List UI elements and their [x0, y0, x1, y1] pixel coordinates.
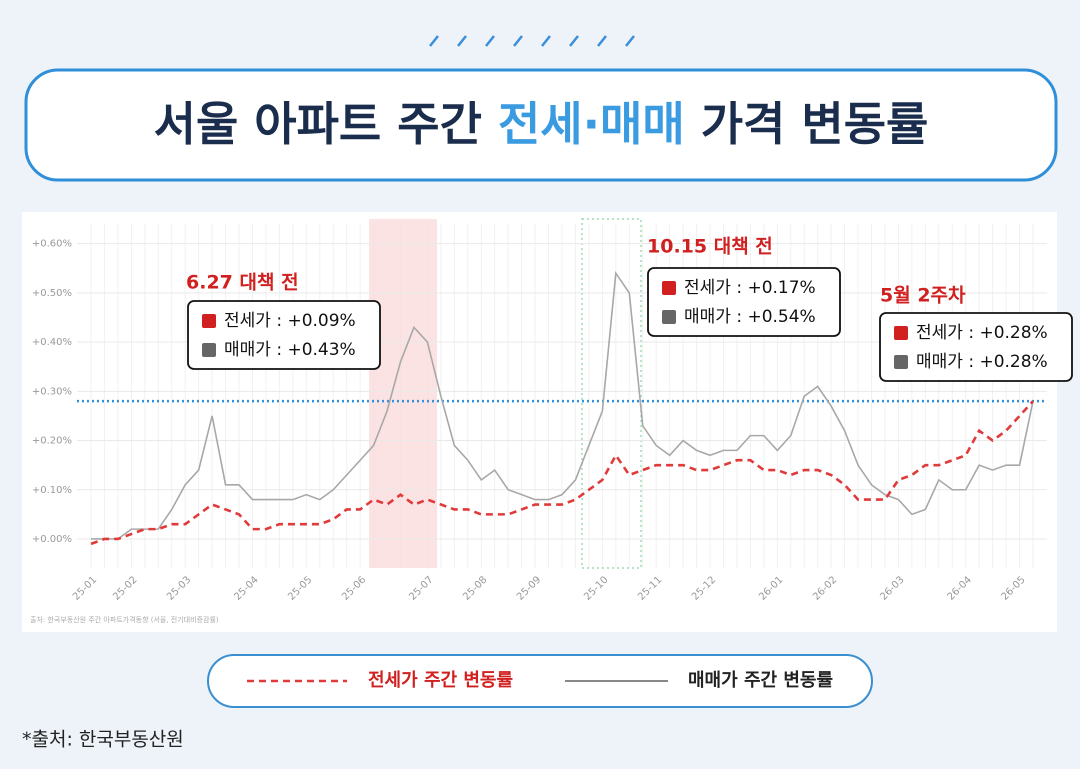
footer-source: *출처: 한국부동산원 [22, 729, 184, 751]
annotation-title: 6.27 대책 전 [186, 272, 299, 294]
title-part: 서울 아파트 주간 [154, 97, 498, 151]
legend-label: 매매가 주간 변동률 [688, 670, 833, 691]
annotation-swatch [202, 343, 216, 357]
y-tick-label: +0.60% [32, 239, 72, 250]
chart-panel [22, 212, 1057, 632]
highlight-span [369, 219, 437, 568]
legend-label: 전세가 주간 변동률 [368, 670, 513, 691]
series-line [91, 270, 1034, 540]
highlight-box [581, 218, 642, 569]
annotation-title: 10.15 대책 전 [647, 236, 773, 258]
title-box [24, 68, 1058, 182]
annotation-swatch [662, 281, 676, 295]
annotation-item: 전세가 : +0.09% [224, 311, 356, 331]
annotation-title: 5월 2주차 [880, 285, 966, 307]
annotation-swatch [894, 355, 908, 369]
annotation-swatch [662, 310, 676, 324]
y-tick-label: +0.10% [32, 485, 72, 496]
annotation-box [187, 300, 381, 370]
y-tick-label: +0.50% [32, 288, 72, 299]
title-highlight: 전세·매매 [498, 97, 685, 151]
series-line [90, 400, 1034, 546]
annotation-item: 전세가 : +0.17% [684, 278, 816, 298]
chart-source: 출처: 한국부동산원 주간 아파트가격동향 (서울, 전기대비증감률) [30, 615, 219, 624]
annotation-box [879, 312, 1073, 382]
title-part: 가격 변동률 [685, 97, 929, 151]
title: 서울 아파트 주간 전세·매매 가격 변동률 [154, 97, 929, 151]
annotation-box [647, 267, 841, 337]
legend-box [207, 654, 873, 708]
annotation-swatch [202, 314, 216, 328]
decor-slashes [429, 35, 635, 47]
y-tick-label: +0.20% [32, 436, 72, 447]
y-tick-label: +0.00% [32, 534, 72, 545]
annotation-item: 매매가 : +0.28% [916, 352, 1048, 372]
annotation-swatch [894, 326, 908, 340]
y-tick-label: +0.30% [32, 386, 72, 397]
y-tick-label: +0.40% [32, 337, 72, 348]
annotation-item: 매매가 : +0.43% [224, 340, 356, 360]
annotation-item: 전세가 : +0.28% [916, 323, 1048, 343]
annotation-item: 매매가 : +0.54% [684, 307, 816, 327]
